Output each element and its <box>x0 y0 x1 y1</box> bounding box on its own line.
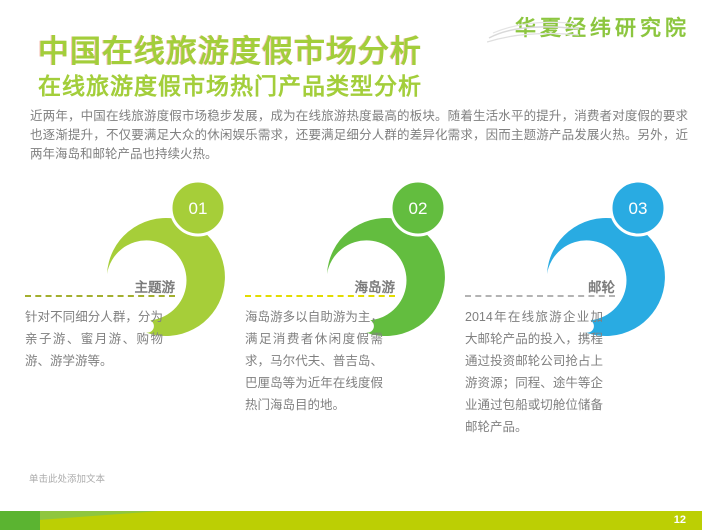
item-description: 2014年在线旅游企业加大邮轮产品的投入，携程通过投资邮轮公司抢占上游资源；同程… <box>465 310 603 434</box>
footer-accent-block <box>0 511 40 530</box>
page-subtitle: 在线旅游度假市场热门产品类型分析 <box>38 73 422 99</box>
item-card-island-tour: 02 海岛游 海岛游多以自助游为主，满足消费者休闲度假需求，马尔代夫、普吉岛、巴… <box>235 165 450 445</box>
item-description: 针对不同细分人群，分为亲子游、蜜月游、购物游、游学游等。 <box>25 310 163 368</box>
item-card-theme-tour: 01 主题游 针对不同细分人群，分为亲子游、蜜月游、购物游、游学游等。 <box>15 165 230 445</box>
logo-text: 华夏经纬研究院 <box>515 17 690 40</box>
item-label: 邮轮 <box>588 280 615 295</box>
item-divider <box>25 295 175 297</box>
footer-accent-wedge <box>40 511 160 520</box>
crescent-03-icon: 03 <box>547 179 667 337</box>
number-02-text: 02 <box>409 199 428 218</box>
item-card-cruise: 03 邮轮 2014年在线旅游企业加大邮轮产品的投入，携程通过投资邮轮公司抢占上… <box>455 165 670 445</box>
item-divider <box>465 295 615 297</box>
logo: 华夏经纬研究院 <box>487 12 690 43</box>
crescent-01-icon: 01 <box>107 179 227 337</box>
number-badge-02 <box>389 179 447 237</box>
item-label: 海岛游 <box>354 280 396 295</box>
item-divider <box>245 295 395 297</box>
number-badge-03 <box>609 179 667 237</box>
page-number: 12 <box>673 514 686 526</box>
item-label: 主题游 <box>134 280 176 295</box>
intro-paragraph: 近两年，中国在线旅游度假市场稳步发展，成为在线旅游热度最高的板块。随着生活水平的… <box>30 109 688 161</box>
text-placeholder[interactable]: 单击此处添加文本 <box>29 474 106 485</box>
item-description: 海岛游多以自助游为主，满足消费者休闲度假需求，马尔代夫、普吉岛、巴厘岛等为近年在… <box>245 310 383 412</box>
number-badge-01 <box>169 179 227 237</box>
footer-bar: 12 <box>0 511 702 530</box>
page-title: 中国在线旅游度假市场分析 <box>38 34 422 69</box>
number-01-text: 01 <box>189 199 208 218</box>
number-03-text: 03 <box>629 199 648 218</box>
crescent-02-icon: 02 <box>327 179 447 337</box>
